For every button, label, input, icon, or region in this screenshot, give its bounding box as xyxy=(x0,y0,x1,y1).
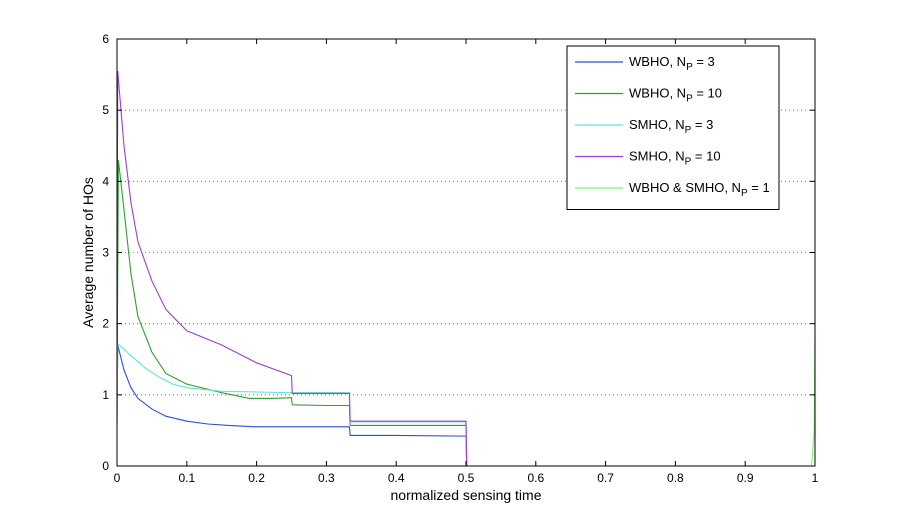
y-axis-label: Average number of HOs xyxy=(80,177,96,328)
x-tick-label: 0.8 xyxy=(667,471,684,485)
y-tick-label: 0 xyxy=(102,459,109,473)
x-tick-label: 0.3 xyxy=(318,471,335,485)
x-axis-label: normalized sensing time xyxy=(391,487,542,503)
legend-entry-5: WBHO & SMHO, NP = 1 xyxy=(629,180,770,199)
legend-entry-4: SMHO, NP = 10 xyxy=(629,149,721,168)
x-tick-label: 0.4 xyxy=(388,471,405,485)
x-tick-label: 0.2 xyxy=(248,471,265,485)
x-tick-label: 0.6 xyxy=(527,471,544,485)
y-tick-label: 6 xyxy=(102,32,109,46)
axes xyxy=(116,38,816,467)
x-tick-label: 1 xyxy=(812,471,819,485)
y-tick-label: 4 xyxy=(102,174,109,188)
x-tick-label: 0 xyxy=(114,471,121,485)
series-line-4 xyxy=(116,70,815,467)
legend-box xyxy=(566,45,780,210)
y-tick-label: 5 xyxy=(102,103,109,117)
legend: WBHO, NP = 3 WBHO, NP = 10 SMHO, NP = 3 SMH… xyxy=(566,45,780,210)
y-tick-label: 3 xyxy=(102,246,109,260)
x-tick-label: 0.1 xyxy=(178,471,195,485)
legend-entry-1: WBHO, NP = 3 xyxy=(629,54,715,73)
legend-entry-3: SMHO, NP = 3 xyxy=(629,117,713,136)
series-line-2 xyxy=(116,159,815,467)
x-tick-label: 0.7 xyxy=(597,471,614,485)
y-tick-label: 2 xyxy=(102,317,109,331)
x-tick-label: 0.9 xyxy=(737,471,754,485)
legend-entry-2: WBHO, NP = 10 xyxy=(629,86,722,105)
tick-labels: 0 0.1 0.2 0.3 0.4 0.5 0.6 0.7 0.8 0.9 1 0 1 2 3 4 5 6 xyxy=(102,32,818,485)
y-tick-label: 1 xyxy=(102,388,109,402)
x-tick-label: 0.5 xyxy=(458,471,475,485)
